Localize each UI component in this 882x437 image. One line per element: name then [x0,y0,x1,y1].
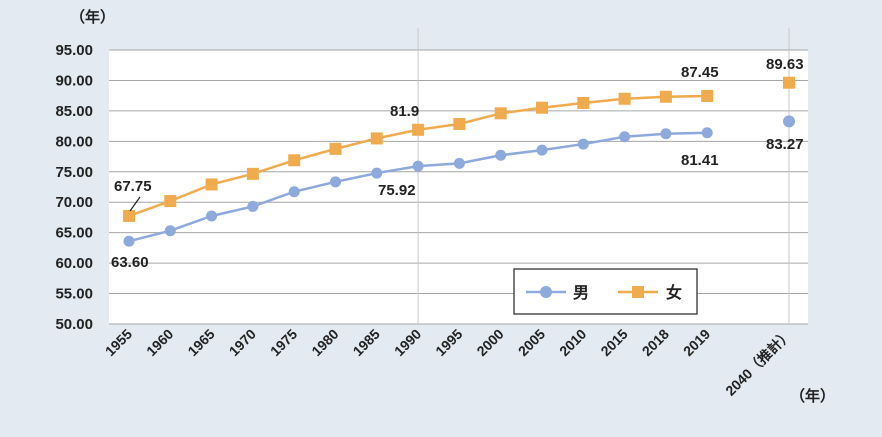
point-male-1980 [330,176,341,188]
point-male-2010 [577,138,589,150]
x-tick-label-1955: 1955 [102,326,135,359]
legend-female-marker [632,286,644,298]
y-axis-ticks: 50.00 55.00 60.00 65.00 70.00 75.00 80.00 85.00… [55,42,93,333]
point-male-1995 [453,157,465,169]
point-female-1960 [164,195,177,208]
label-female-2019: 87.45 [681,64,719,81]
x-axis-ticks: 1955 1960 1965 1970 1975 1980 1985 1990 1995 2000… [102,326,795,399]
y-tick-label-5: 75.00 [55,164,93,181]
x-tick-label-1985: 1985 [350,326,383,359]
point-male-1985 [371,167,383,179]
point-male-2005 [536,144,548,156]
point-male-1990 [412,160,424,172]
y-tick-label-6: 80.00 [55,133,93,150]
point-female-1965 [205,178,218,191]
point-male-2015 [619,131,631,143]
y-tick-label-7: 85.00 [55,103,93,120]
x-tick-label-2000: 2000 [473,326,506,359]
label-male-1990: 75.92 [378,182,416,199]
label-female-1990: 81.9 [390,103,419,120]
point-male-2019 [701,127,713,139]
x-tick-label-2005: 2005 [515,326,548,359]
x-tick-label-1965: 1965 [184,326,217,359]
label-female-2040: 89.63 [766,56,804,73]
point-female-2000 [494,107,507,120]
x-tick-label-1960: 1960 [143,326,176,359]
point-female-2040 [783,76,795,89]
x-tick-label-2010: 2010 [556,326,589,359]
series-markers [123,76,795,247]
point-female-2015 [618,92,631,105]
point-male-2040 [783,115,795,128]
point-female-1975 [288,154,301,167]
legend: 男 女 [513,268,698,315]
point-female-1985 [370,132,383,145]
y-tick-label-3: 65.00 [55,225,93,242]
point-female-1990 [412,123,425,136]
x-tick-label-projection: 2040（推計） [722,326,795,399]
point-male-1960 [164,225,176,237]
point-female-1980 [329,142,342,155]
label-female-1955: 67.75 [114,178,152,195]
y-tick-label-9: 95.00 [55,42,93,59]
x-tick-label-2018: 2018 [639,326,672,359]
label-male-1955: 63.60 [111,254,149,271]
point-male-1965 [206,210,218,222]
point-male-2018 [660,128,672,140]
point-female-2010 [577,96,590,109]
x-tick-label-1970: 1970 [226,326,259,359]
point-female-1970 [246,167,259,180]
y-tick-label-4: 70.00 [55,194,93,211]
point-female-2019 [701,89,714,102]
label-male-2040: 83.27 [766,136,804,153]
x-tick-label-1975: 1975 [267,326,300,359]
point-female-1955 [123,209,135,222]
point-female-2005 [536,101,548,114]
y-tick-label-2: 60.00 [55,255,93,272]
point-male-2000 [495,149,507,161]
x-tick-label-2015: 2015 [597,326,630,359]
label-female-1955-leader [129,196,141,212]
point-female-2018 [659,90,672,103]
point-female-1995 [453,117,466,130]
point-male-1970 [247,200,259,212]
legend-female-label: 女 [666,283,682,302]
point-male-1955 [123,235,135,247]
y-tick-label-0: 50.00 [55,316,93,333]
x-unit-label: （年） [790,387,835,405]
y-tick-label-8: 90.00 [55,72,93,89]
grid-lines [109,28,808,325]
x-tick-label-1980: 1980 [308,326,341,359]
label-male-2019: 81.41 [681,152,719,169]
legend-male-marker [540,286,552,298]
x-tick-label-2019: 2019 [680,326,713,359]
point-male-1975 [288,186,300,198]
x-tick-label-1990: 1990 [391,326,424,359]
x-tick-label-1995: 1995 [432,326,465,359]
legend-male-label: 男 [573,284,589,302]
y-unit-label: （年） [70,8,115,26]
y-tick-label-1: 55.00 [55,286,93,303]
